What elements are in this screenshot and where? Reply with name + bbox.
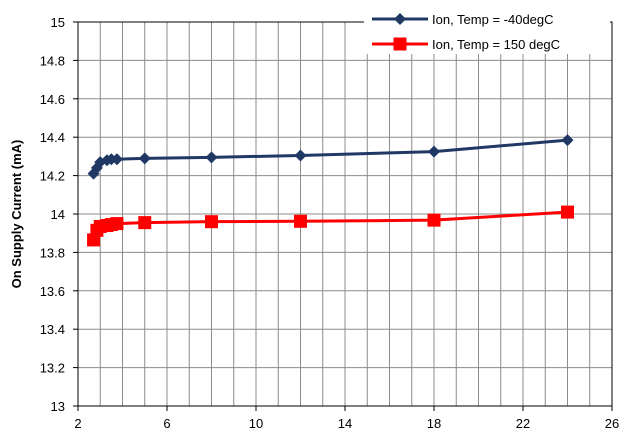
data-point-square [138, 216, 152, 230]
series [87, 134, 574, 180]
x-tick-label: 2 [74, 416, 81, 431]
data-point-square [294, 214, 307, 228]
y-tick-label: 14.8 [40, 53, 65, 68]
y-axis-label: On Supply Current (mA) [9, 140, 24, 289]
data-point-square [427, 213, 441, 227]
y-tick-label: 15 [51, 15, 65, 30]
data-point-diamond [394, 13, 406, 25]
data-point-square [110, 217, 124, 231]
data-point-diamond [205, 151, 218, 164]
x-tick-label: 18 [427, 416, 441, 431]
y-tick-label: 14.2 [40, 169, 65, 184]
y-tick-label: 13 [51, 399, 65, 414]
y-tick-label: 14.6 [40, 92, 65, 107]
x-tick-label: 22 [516, 416, 530, 431]
y-tick-label: 13.8 [40, 245, 65, 260]
data-point-diamond [428, 145, 440, 158]
legend-item: Ion, Temp = 150 degC [372, 37, 560, 52]
series-layer [87, 134, 574, 247]
y-tick-label: 13.4 [40, 322, 65, 337]
x-tick-label: 10 [249, 416, 263, 431]
data-point-diamond [110, 153, 123, 166]
data-point-square [561, 205, 574, 219]
series [87, 205, 574, 247]
y-axis-ticks: 13 13.2 13.4 13.6 13.8 14 14.2 14.4 14.6 14.8 15 [40, 15, 78, 414]
legend-label: Ion, Temp = 150 degC [432, 37, 560, 52]
y-tick-label: 14 [51, 207, 65, 222]
data-point-square [205, 215, 218, 229]
y-tick-label: 13.2 [40, 361, 65, 376]
data-point-diamond [294, 149, 307, 162]
data-point-diamond [138, 152, 151, 165]
legend-item: Ion, Temp = -40degC [372, 12, 554, 27]
data-point-diamond [561, 134, 574, 147]
y-tick-label: 13.6 [40, 284, 65, 299]
x-tick-label: 26 [605, 416, 619, 431]
legend: Ion, Temp = -40degC Ion, Temp = 150 degC [364, 4, 610, 54]
x-tick-label: 6 [163, 416, 170, 431]
y-tick-label: 14.4 [40, 130, 65, 145]
x-tick-label: 14 [338, 416, 352, 431]
data-point-square [393, 37, 407, 51]
legend-label: Ion, Temp = -40degC [432, 12, 554, 27]
x-axis-ticks: 2 6 10 14 18 22 26 [74, 406, 619, 431]
